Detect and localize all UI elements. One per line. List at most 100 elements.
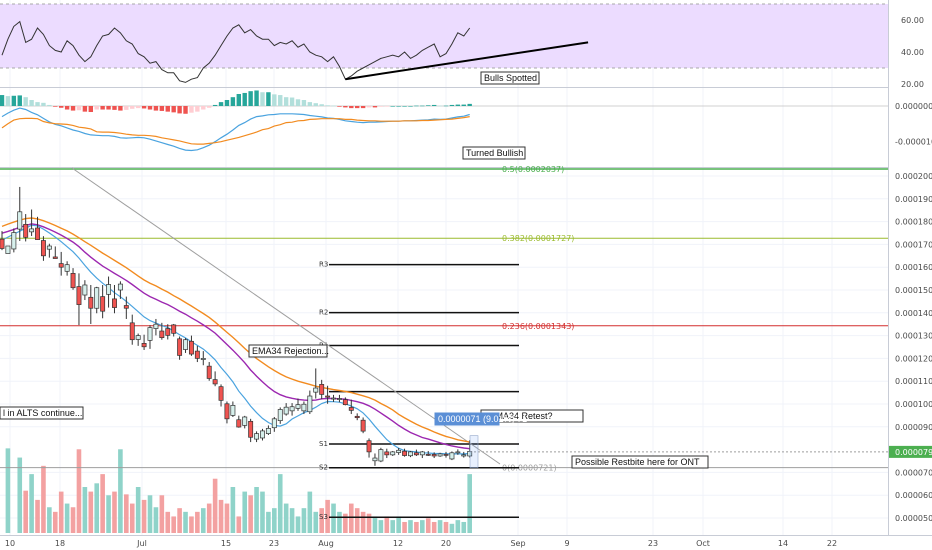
annotation-box xyxy=(462,146,526,160)
ema-34-line xyxy=(1,217,470,443)
macd-histogram-bar xyxy=(372,106,378,108)
ema-mid-line xyxy=(1,223,470,450)
candle-body xyxy=(159,330,165,339)
volume-bar xyxy=(431,521,437,533)
volume-bar xyxy=(396,516,401,533)
volume-bar xyxy=(295,516,301,533)
annotation-text: Turned Bullish xyxy=(466,148,523,158)
time-axis-label: 20 xyxy=(441,539,451,548)
candle-body xyxy=(218,386,224,401)
annotation-text: Bulls Spotted xyxy=(484,73,537,83)
macd-histogram-bar xyxy=(0,95,5,106)
macd-histogram-bar xyxy=(242,92,247,106)
candle-body xyxy=(372,457,378,462)
volume-bar xyxy=(372,516,378,533)
macd-histogram-bar xyxy=(76,106,82,111)
volume-bar xyxy=(94,483,100,533)
volume-bar xyxy=(224,503,230,533)
candle-body xyxy=(171,324,177,334)
macd-histogram-bar xyxy=(94,106,99,110)
volume-bar xyxy=(189,516,194,533)
volume-bar xyxy=(124,494,129,533)
macd-histogram-bar xyxy=(337,106,342,107)
volume-bar xyxy=(236,516,242,533)
macd-histogram-bar xyxy=(35,102,40,106)
macd-histogram-bar xyxy=(88,106,93,113)
pivot-label: R3 xyxy=(319,261,328,269)
grid xyxy=(0,0,932,536)
macd-histogram-bar xyxy=(384,106,389,107)
volume-bar xyxy=(366,513,372,533)
macd-histogram-bar xyxy=(283,97,289,106)
macd-histogram-bar xyxy=(402,106,407,107)
macd-histogram-bar xyxy=(230,97,236,106)
annotation-text: Possible Restbite here for ONT xyxy=(575,457,700,467)
rsi-line xyxy=(1,20,471,83)
candle-body xyxy=(378,449,384,462)
volume-bar xyxy=(76,449,82,533)
volume-bar xyxy=(408,520,413,533)
volume-bar xyxy=(425,518,431,533)
candle-body xyxy=(354,415,360,419)
volume-bar xyxy=(153,507,159,533)
candle-body xyxy=(135,335,141,340)
annotations: Bulls Spotted Turned Bullish EMA34 Rejecti… xyxy=(0,71,709,469)
volume-bar xyxy=(301,508,307,533)
macd-histogram-bar xyxy=(248,91,253,106)
volume-bar xyxy=(88,491,94,533)
price-trendline xyxy=(71,167,501,465)
candle-body xyxy=(35,227,40,240)
volume-bar xyxy=(17,457,23,533)
time-axis-label: 14 xyxy=(778,539,788,548)
time-axis-label: 22 xyxy=(827,539,837,548)
candle-body xyxy=(396,449,402,453)
macd-histogram-bar xyxy=(325,105,330,106)
pivot-label: S1 xyxy=(319,440,328,448)
volume-bar xyxy=(343,513,348,533)
volume-bar xyxy=(289,508,295,533)
volume-bar xyxy=(307,491,313,533)
volume-bar xyxy=(360,511,366,533)
rsi-axis-label: 20.00 xyxy=(901,80,924,89)
candle-body xyxy=(248,420,254,438)
volume-bar xyxy=(52,511,58,533)
pivot-label: R2 xyxy=(319,309,328,317)
volume-bar xyxy=(248,495,253,533)
candle-body xyxy=(467,451,473,457)
macd-histogram-bar xyxy=(295,99,301,106)
candle-body xyxy=(236,419,242,428)
candle-body xyxy=(177,338,183,356)
macd-histogram-bar xyxy=(224,99,230,106)
macd-histogram-bar xyxy=(313,103,318,106)
candle-body xyxy=(283,406,289,415)
annotation-box xyxy=(0,406,84,420)
macd-histogram-bar xyxy=(414,105,419,107)
macd-histogram-bar xyxy=(183,106,188,114)
volume-bar xyxy=(118,449,123,533)
volume-bar xyxy=(141,499,147,533)
macd-histogram-bar xyxy=(100,106,105,110)
volume-bar xyxy=(195,511,200,533)
macd-histogram-bar xyxy=(390,106,395,107)
candle-body xyxy=(100,296,106,312)
candle-body xyxy=(58,263,64,268)
candle-body xyxy=(64,264,70,272)
candle-body xyxy=(165,328,171,336)
candle-body xyxy=(277,409,283,421)
macd-histogram-bar xyxy=(360,106,366,109)
time-axis: 10 18 Jul 15 23 Aug 12 20 Sep 9 23 Oct 14 22 xyxy=(5,539,837,548)
candle-body xyxy=(94,287,100,309)
candle-body xyxy=(153,323,159,329)
macd-histogram-bar xyxy=(331,105,336,107)
candle-body xyxy=(402,450,408,456)
volume-bar xyxy=(129,503,135,533)
volume-bar xyxy=(183,511,188,533)
volume-bar xyxy=(135,487,141,533)
candle-body xyxy=(348,407,354,411)
candle-body xyxy=(461,454,467,457)
